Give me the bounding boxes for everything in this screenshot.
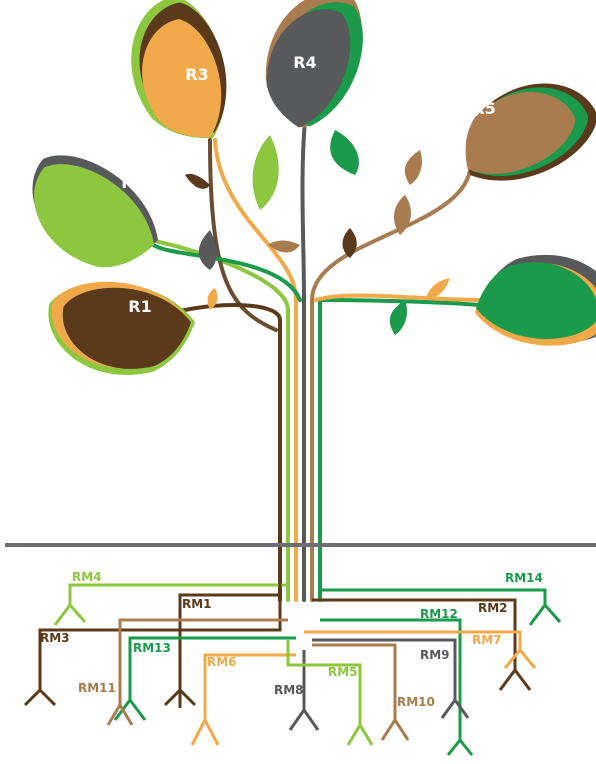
root-label: RM10 [397, 695, 435, 709]
leaf-label: R2 [121, 173, 144, 192]
root-label: RM3 [40, 631, 70, 645]
root-label: RM6 [207, 655, 237, 669]
root-label: RM2 [478, 601, 508, 615]
leaf-label: R5 [472, 99, 495, 118]
leaf-label: R4 [293, 53, 316, 72]
root-label: RM13 [133, 641, 171, 655]
root-label: RM11 [78, 681, 116, 695]
leaf-label: R3 [185, 65, 208, 84]
roots [25, 570, 560, 755]
root-label: RM14 [505, 571, 543, 585]
tree-diagram: R1 R2 R3 R4 R5 R6 RM4 RM1 RM3 RM13 RM11 … [0, 0, 596, 764]
root-label: RM1 [182, 597, 212, 611]
root-label: RM4 [72, 570, 102, 584]
root-label: RM8 [274, 683, 304, 697]
root-label: RM9 [420, 648, 450, 662]
stems [150, 120, 480, 600]
root-label: RM12 [420, 607, 458, 621]
root-label: RM5 [328, 665, 358, 679]
leaf-label: R1 [128, 297, 151, 316]
root-label: RM7 [472, 633, 502, 647]
leaf-label: R6 [512, 236, 535, 255]
